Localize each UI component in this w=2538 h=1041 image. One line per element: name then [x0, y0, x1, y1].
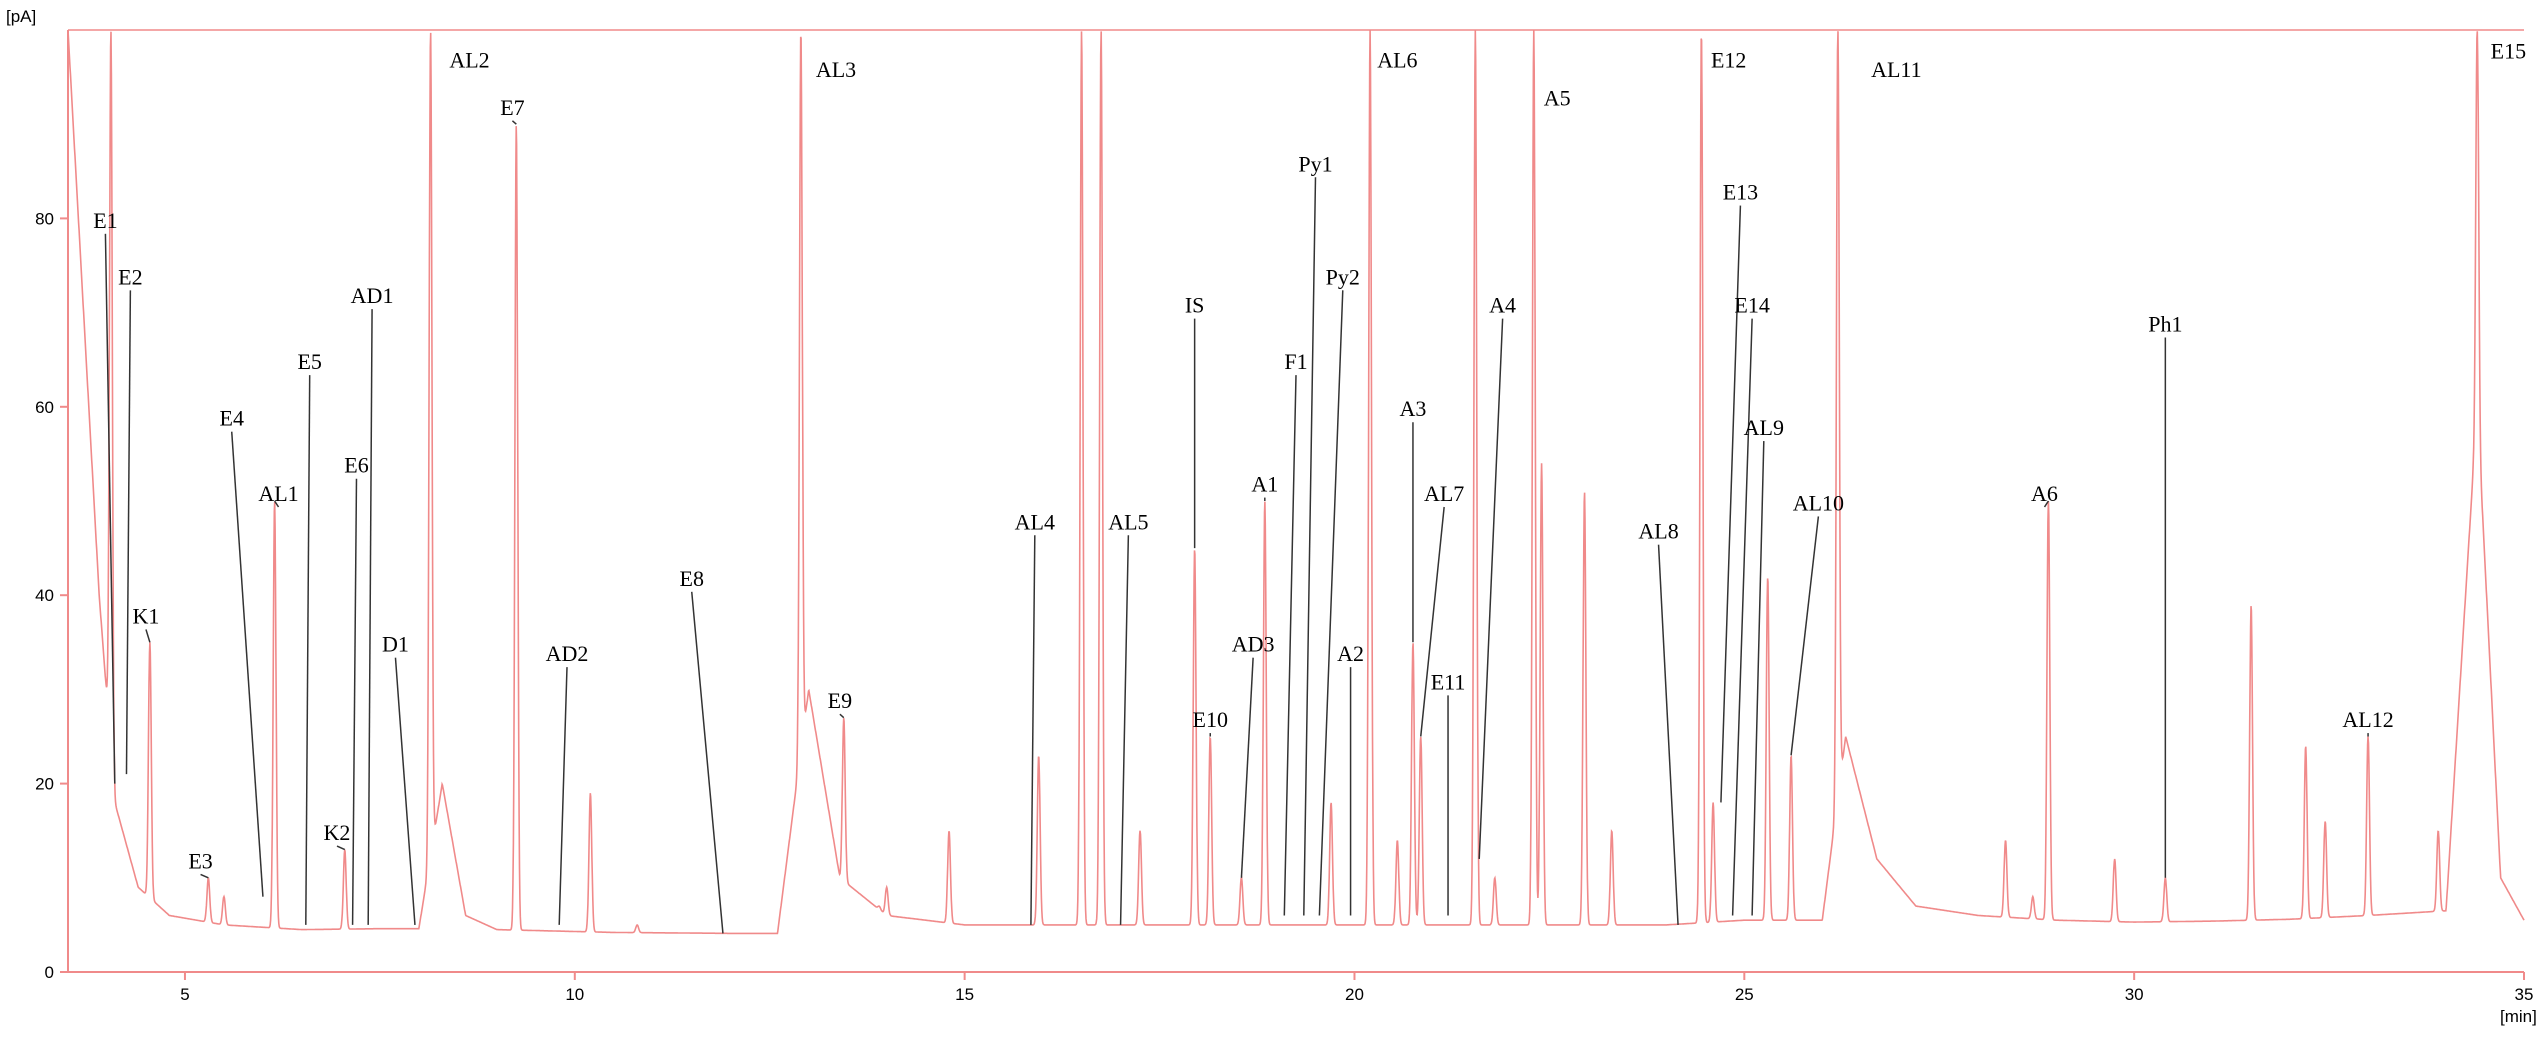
x-tick-label-5: 30: [2125, 985, 2144, 1004]
annotation-leader-AL1: [273, 500, 280, 508]
annotation-label-AD3: AD3: [1232, 632, 1275, 657]
annotation-label-AL3: AL3: [816, 57, 856, 82]
annotation-leader-E2: [125, 290, 132, 775]
annotation-label-AL2: AL2: [449, 48, 489, 73]
annotation-label-AL6: AL6: [1377, 48, 1417, 73]
annotation-label-F1: F1: [1284, 349, 1307, 374]
annotation-leader-K2: [336, 845, 346, 851]
annotation-label-AL9: AL9: [1744, 415, 1784, 440]
annotation-leader-E6: [351, 478, 358, 925]
annotation-leader-E7: [511, 120, 517, 125]
annotation-leader-K1: [145, 629, 151, 643]
x-tick-label-3: 20: [1345, 985, 1364, 1004]
plot-area: 5 10 15 20 25 30 35 0 20 40 60 80 E1 E2 K1 E3 E4 AL1 E5 E6 A…: [35, 29, 2534, 1004]
annotation-label-E6: E6: [344, 453, 368, 478]
annotation-label-AL10: AL10: [1793, 490, 1844, 515]
annotation-label-AL8: AL8: [1638, 519, 1678, 544]
y-tick-label-4: 80: [35, 209, 54, 228]
annotation-leader-E1: [104, 233, 116, 784]
annotation-label-A3: A3: [1400, 396, 1427, 421]
annotation-leader-A4: [1478, 318, 1504, 859]
annotation-leader-E5: [305, 375, 311, 925]
annotation-label-E5: E5: [297, 349, 321, 374]
annotation-leader-AL7: [1420, 506, 1445, 737]
annotation-label-E14: E14: [1734, 293, 1769, 318]
annotation-leader-F1: [1283, 375, 1297, 916]
y-tick-label-1: 20: [35, 775, 54, 794]
annotation-leader-E4: [230, 431, 264, 897]
annotation-label-A5: A5: [1544, 85, 1571, 110]
annotation-leader-AD3: [1240, 657, 1254, 878]
annotation-label-E8: E8: [680, 566, 704, 591]
annotation-label-Ph1: Ph1: [2148, 311, 2182, 336]
x-tick-label-6: 35: [2515, 985, 2534, 1004]
annotation-leader-AD2: [558, 667, 568, 925]
annotation-leader-AL9: [1751, 441, 1765, 916]
annotation-label-AL4: AL4: [1015, 509, 1055, 534]
annotation-label-E7: E7: [500, 95, 524, 120]
annotation-leader-E8: [690, 591, 724, 934]
annotation-label-K2: K2: [324, 820, 351, 845]
annotation-label-IS: IS: [1185, 293, 1205, 318]
annotation-leader-A6: [2043, 500, 2050, 508]
annotation-leader-AD1: [367, 309, 373, 925]
x-tick-label-1: 10: [565, 985, 584, 1004]
annotation-label-AL7: AL7: [1424, 481, 1464, 506]
y-tick-label-3: 60: [35, 398, 54, 417]
annotation-leader-E9: [839, 713, 845, 719]
annotation-label-E15: E15: [2491, 38, 2526, 63]
x-tick-label-4: 25: [1735, 985, 1754, 1004]
annotation-label-E13: E13: [1723, 180, 1758, 205]
x-tick-label-2: 15: [955, 985, 974, 1004]
annotation-label-AD2: AD2: [546, 641, 589, 666]
annotation-label-A6: A6: [2031, 481, 2058, 506]
annotation-leader-D1: [394, 657, 416, 925]
annotation-label-E3: E3: [188, 848, 212, 873]
annotation-label-AL5: AL5: [1108, 509, 1148, 534]
annotation-label-AL1: AL1: [258, 481, 298, 506]
annotation-leader-Py2: [1318, 290, 1344, 916]
y-tick-label-0: 0: [45, 963, 54, 982]
x-unit-label: [min]: [2500, 1007, 2537, 1026]
annotation-leader-AL4: [1030, 535, 1036, 925]
annotation-label-K1: K1: [133, 603, 160, 628]
y-unit-label: [pA]: [6, 7, 36, 26]
annotation-label-A4: A4: [1489, 293, 1516, 318]
annotation-leader-AL8: [1657, 544, 1679, 925]
annotation-label-E11: E11: [1431, 669, 1466, 694]
annotation-label-E2: E2: [118, 264, 142, 289]
annotation-label-A1: A1: [1251, 472, 1278, 497]
annotation-label-A2: A2: [1337, 641, 1364, 666]
annotation-label-AD1: AD1: [351, 283, 394, 308]
x-tick-label-0: 5: [180, 985, 189, 1004]
annotation-leader-E3: [200, 873, 209, 879]
annotation-leader-E13: [1720, 205, 1742, 803]
y-tick-label-2: 40: [35, 586, 54, 605]
annotation-label-D1: D1: [382, 632, 409, 657]
annotation-label-E1: E1: [93, 208, 117, 233]
series-trace-line: [67, 29, 2525, 935]
annotation-label-E9: E9: [828, 688, 852, 713]
annotation-label-E10: E10: [1193, 707, 1228, 732]
annotation-label-E12: E12: [1711, 48, 1746, 73]
annotation-label-E4: E4: [220, 406, 244, 431]
annotation-label-AL11: AL11: [1871, 57, 1922, 82]
annotation-label-AL12: AL12: [2342, 707, 2393, 732]
annotation-label-Py1: Py1: [1298, 151, 1332, 176]
annotation-leader-Py1: [1303, 177, 1317, 916]
annotation-leader-E14: [1731, 318, 1753, 916]
annotation-leader-AL5: [1119, 535, 1130, 925]
annotation-leader-AL10: [1790, 516, 1820, 756]
annotation-label-Py2: Py2: [1326, 264, 1360, 289]
